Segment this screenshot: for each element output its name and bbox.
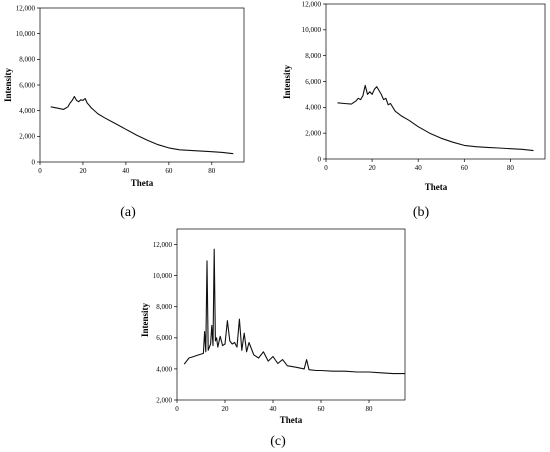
x-tick-label: 20	[79, 167, 87, 175]
y-tick-label: 10,000	[16, 30, 36, 38]
y-ticks-c: 2,000 4,000 6,000 8,000 10,000 12,000	[153, 241, 177, 404]
y-tick-label: 12,000	[16, 4, 36, 12]
y-tick-label: 8,000	[305, 52, 321, 60]
y-tick-label: 6,000	[19, 81, 35, 89]
plot-frame-a	[39, 7, 245, 163]
x-tick-label: 40	[122, 167, 130, 175]
plot-frame-c	[176, 228, 406, 401]
y-tick-label: 0	[32, 158, 36, 166]
y-tick-label: 2,000	[19, 133, 35, 141]
y-ticks-a: 0 2,000 4,000 6,000 8,000 10,000 12,000	[16, 4, 40, 166]
panel-label-c: (c)	[270, 434, 286, 449]
x-axis-title-a: Theta	[131, 178, 154, 188]
y-tick-label: 4,000	[305, 104, 321, 112]
x-tick-label: 0	[38, 167, 42, 175]
x-axis-title-b: Theta	[425, 182, 448, 192]
y-axis-title-a: Intensity	[3, 68, 13, 103]
x-tick-label: 20	[369, 164, 377, 172]
panel-label-a: (a)	[120, 205, 136, 220]
y-tick-label: 6,000	[305, 78, 321, 86]
x-tick-label: 0	[175, 405, 179, 413]
panel-label-b: (b)	[413, 205, 430, 220]
x-tick-label: 80	[366, 405, 374, 413]
y-tick-label: 8,000	[19, 56, 35, 64]
panel-b: 0 2,000 4,000 6,000 8,000 10,000 12,000 0 20 40 6…	[282, 0, 546, 220]
x-axis-title-c: Theta	[280, 415, 303, 425]
y-tick-label: 6,000	[156, 334, 172, 342]
panel-c: 2,000 4,000 6,000 8,000 10,000 12,000 0 20 40 60…	[140, 228, 406, 449]
y-ticks-b: 0 2,000 4,000 6,000 8,000 10,000 12,000	[302, 0, 326, 163]
y-tick-label: 0	[318, 155, 322, 163]
x-ticks-a: 0 20 40 60 80	[38, 162, 216, 175]
x-tick-label: 40	[415, 164, 423, 172]
x-tick-label: 0	[324, 164, 328, 172]
y-axis-title-c: Intensity	[140, 303, 150, 338]
x-tick-label: 40	[270, 405, 278, 413]
series-line	[337, 84, 534, 152]
panel-a: 0 2,000 4,000 6,000 8,000 10,000 12,000 0 20 40 6…	[3, 4, 245, 220]
y-tick-label: 2,000	[305, 130, 321, 138]
y-tick-label: 2,000	[156, 396, 172, 404]
y-tick-label: 4,000	[156, 365, 172, 373]
x-tick-label: 80	[208, 167, 216, 175]
y-tick-label: 12,000	[302, 0, 322, 8]
x-tick-label: 20	[222, 405, 230, 413]
x-tick-label: 60	[461, 164, 469, 172]
series-b	[337, 84, 534, 152]
y-tick-label: 8,000	[156, 303, 172, 311]
x-ticks-c: 0 20 40 60 80	[175, 400, 373, 413]
series-a	[50, 95, 234, 155]
x-tick-label: 60	[165, 167, 173, 175]
y-tick-label: 4,000	[19, 107, 35, 115]
series-line	[183, 248, 405, 375]
x-ticks-b: 0 20 40 60 80	[324, 159, 514, 172]
y-tick-label: 10,000	[153, 272, 173, 280]
x-tick-label: 60	[318, 405, 326, 413]
y-tick-label: 12,000	[153, 241, 173, 249]
series-line	[50, 95, 234, 155]
x-tick-label: 80	[507, 164, 515, 172]
series-c	[183, 248, 405, 375]
y-tick-label: 10,000	[302, 26, 322, 34]
y-axis-title-b: Intensity	[282, 65, 292, 100]
